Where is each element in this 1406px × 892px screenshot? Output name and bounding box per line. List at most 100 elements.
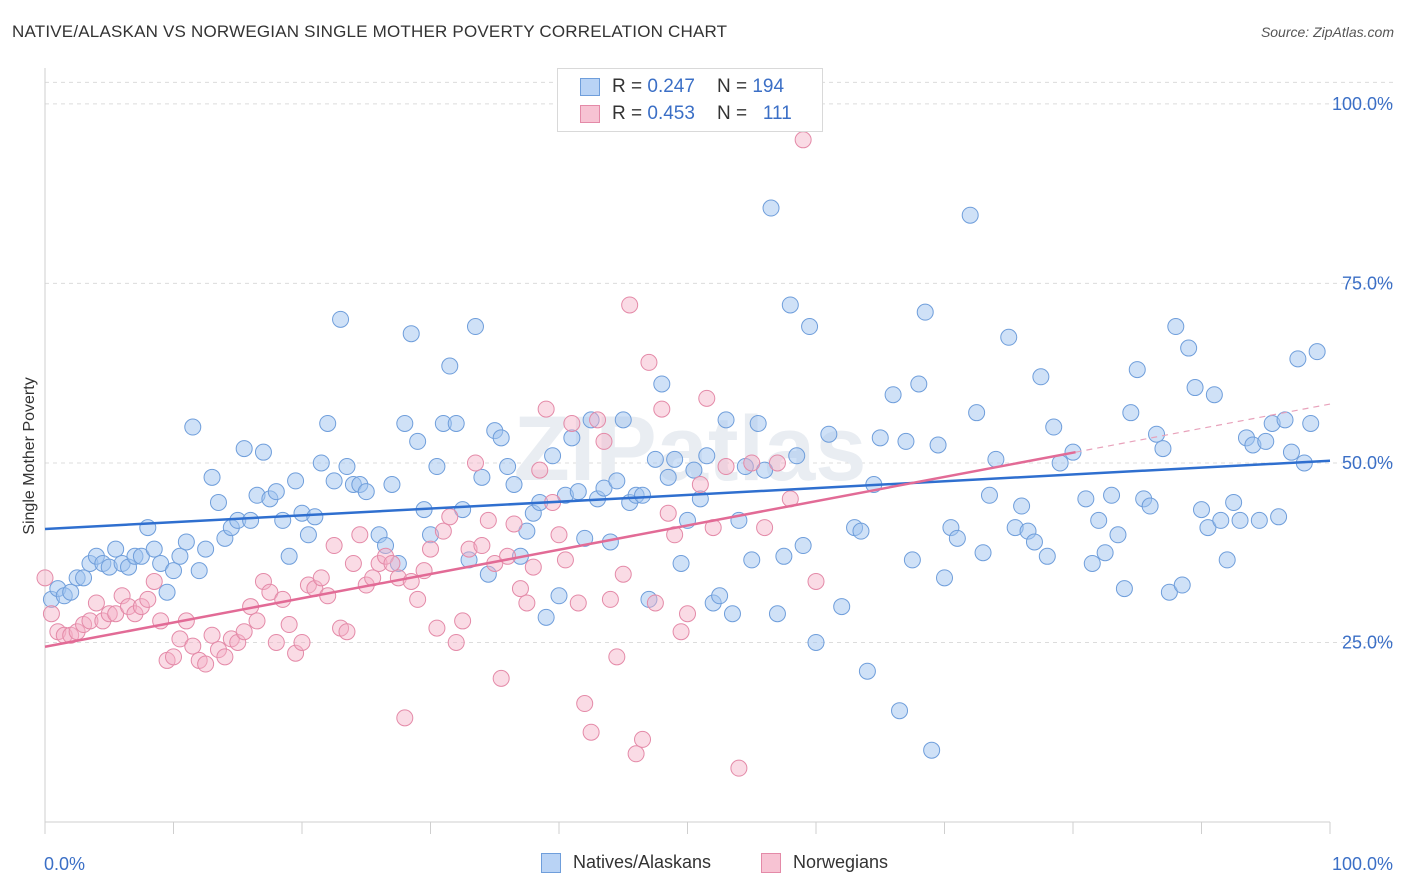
norwegians-point bbox=[261, 583, 279, 601]
natives-point bbox=[242, 511, 260, 529]
natives-point bbox=[338, 458, 356, 476]
norwegians-point bbox=[492, 669, 510, 687]
norwegians-point bbox=[473, 537, 491, 555]
norwegians-point bbox=[197, 655, 215, 673]
norwegians-point bbox=[139, 590, 157, 608]
natives-point bbox=[1186, 379, 1204, 397]
natives-point bbox=[1154, 440, 1172, 458]
natives-point bbox=[75, 569, 93, 587]
natives-point bbox=[518, 522, 536, 540]
natives-point bbox=[319, 414, 337, 432]
natives-point bbox=[961, 206, 979, 224]
series-legend: Natives/Alaskans Norwegians bbox=[0, 852, 1406, 878]
legend-item-natives[interactable]: Natives/Alaskans bbox=[541, 852, 711, 873]
norwegians-point bbox=[184, 637, 202, 655]
natives-point bbox=[634, 486, 652, 504]
y-tick-label: 75.0% bbox=[1342, 273, 1393, 293]
axes bbox=[44, 68, 1331, 834]
natives-point bbox=[1231, 511, 1249, 529]
norwegians-point bbox=[511, 580, 529, 598]
n-value: 111 bbox=[762, 103, 792, 124]
natives-point bbox=[698, 447, 716, 465]
legend-row-natives: R = 0.247 N = 194 bbox=[580, 74, 784, 100]
watermark: ZIPatlas bbox=[514, 398, 867, 500]
r-value: 0.453 bbox=[647, 103, 695, 124]
natives-point bbox=[717, 411, 735, 429]
natives-point bbox=[929, 436, 947, 454]
norwegians-point bbox=[434, 522, 452, 540]
legend-item-norwegians[interactable]: Norwegians bbox=[761, 852, 888, 873]
r-label: R = bbox=[612, 76, 643, 97]
norwegians-trend-line bbox=[44, 450, 1076, 649]
norwegians-point bbox=[730, 759, 748, 777]
natives-point bbox=[910, 375, 928, 393]
natives-point bbox=[505, 475, 523, 493]
natives-point bbox=[711, 587, 729, 605]
natives-point bbox=[1225, 493, 1243, 511]
norwegians-legend-swatch bbox=[761, 852, 781, 873]
natives-point bbox=[858, 662, 876, 680]
natives-point bbox=[550, 587, 568, 605]
norwegians-point bbox=[466, 454, 484, 472]
norwegians-point bbox=[229, 633, 247, 651]
natives-point bbox=[492, 429, 510, 447]
norwegians-point bbox=[422, 540, 439, 558]
natives-point bbox=[312, 454, 330, 472]
natives-point bbox=[884, 386, 902, 404]
natives-point bbox=[666, 450, 684, 468]
natives-point bbox=[184, 418, 202, 436]
norwegians-point bbox=[807, 572, 825, 590]
norwegians-point bbox=[479, 511, 497, 529]
natives-point bbox=[1083, 554, 1101, 572]
norwegians-point bbox=[518, 594, 536, 612]
natives-point bbox=[441, 357, 459, 375]
grid-lines bbox=[45, 81, 1393, 643]
norwegians-point bbox=[537, 400, 555, 418]
natives-point bbox=[768, 605, 786, 623]
natives-point bbox=[980, 486, 998, 504]
natives-point bbox=[177, 533, 195, 551]
norwegians-point bbox=[589, 411, 607, 429]
norwegians-point bbox=[312, 569, 330, 587]
natives-point bbox=[672, 554, 690, 572]
natives-point bbox=[479, 565, 497, 583]
norwegians-point bbox=[454, 612, 472, 630]
natives-point bbox=[595, 479, 613, 497]
natives-point bbox=[1045, 418, 1063, 436]
natives-point bbox=[1141, 497, 1159, 515]
natives-point bbox=[1289, 350, 1307, 368]
norwegians-point bbox=[377, 547, 395, 565]
y-axis-label: Single Mother Poverty bbox=[21, 377, 38, 534]
natives-point bbox=[794, 537, 812, 555]
norwegians-point bbox=[293, 633, 311, 651]
r-label: R = bbox=[612, 103, 643, 124]
natives-series bbox=[42, 199, 1326, 759]
natives-point bbox=[409, 432, 427, 450]
x-tick-label: 100.0% bbox=[1332, 854, 1393, 874]
norwegians-swatch bbox=[580, 105, 600, 123]
natives-point bbox=[274, 511, 292, 529]
norwegians-point bbox=[325, 537, 343, 555]
norwegians-point bbox=[81, 612, 99, 630]
natives-point bbox=[974, 544, 992, 562]
natives-point bbox=[422, 526, 439, 544]
natives-point bbox=[1128, 361, 1146, 379]
norwegians-point bbox=[698, 389, 716, 407]
natives-point bbox=[396, 414, 414, 432]
natives-point bbox=[357, 483, 375, 501]
natives-point bbox=[807, 633, 825, 651]
natives-point bbox=[1199, 519, 1217, 537]
norwegians-point bbox=[601, 590, 619, 608]
natives-point bbox=[145, 540, 163, 558]
trend-lines bbox=[44, 403, 1331, 649]
natives-point bbox=[646, 450, 664, 468]
chart-title: NATIVE/ALASKAN VS NORWEGIAN SINGLE MOTHE… bbox=[12, 22, 728, 41]
natives-swatch bbox=[580, 78, 600, 96]
norwegians-point bbox=[165, 648, 182, 666]
norwegians-point bbox=[409, 590, 427, 608]
natives-point bbox=[1180, 339, 1198, 357]
natives-point bbox=[891, 702, 909, 720]
norwegians-point bbox=[254, 572, 272, 590]
natives-point bbox=[537, 608, 555, 626]
norwegians-point bbox=[113, 587, 131, 605]
